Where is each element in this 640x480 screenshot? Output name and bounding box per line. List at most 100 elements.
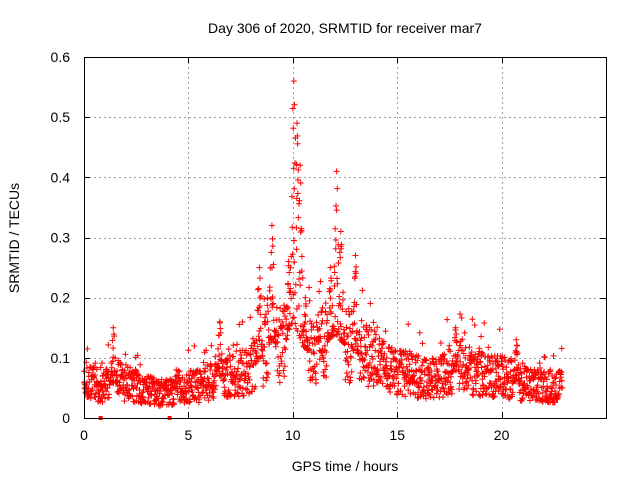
data-point (110, 331, 117, 338)
data-point (281, 344, 288, 351)
data-point (121, 367, 128, 374)
data-point (297, 179, 304, 186)
data-point (382, 358, 389, 365)
data-point (332, 236, 339, 243)
data-point (280, 367, 287, 374)
data-point (540, 383, 547, 390)
data-point (353, 263, 360, 270)
data-point (392, 356, 399, 363)
data-point (266, 341, 273, 348)
data-point (361, 356, 368, 363)
data-point (175, 367, 182, 374)
data-point (286, 269, 293, 276)
data-point (543, 376, 550, 383)
data-point (367, 300, 374, 307)
data-point (208, 362, 215, 369)
data-point (434, 368, 441, 375)
data-point (399, 391, 406, 398)
data-point (397, 360, 404, 367)
data-point (554, 395, 561, 402)
data-point (419, 362, 426, 369)
data-point (257, 293, 264, 300)
data-point (306, 358, 313, 365)
data-point (122, 351, 129, 358)
data-point (558, 377, 565, 384)
data-point (394, 368, 401, 375)
data-point (558, 345, 565, 352)
data-point (256, 302, 263, 309)
data-point (350, 308, 357, 315)
data-point (419, 368, 426, 375)
x-tick-label: 20 (494, 427, 510, 443)
data-point (156, 390, 163, 397)
data-point (282, 335, 289, 342)
data-point (291, 101, 298, 108)
data-point (279, 318, 286, 325)
data-point (277, 325, 284, 332)
data-point (219, 370, 226, 377)
data-point (440, 394, 447, 401)
data-point (288, 193, 295, 200)
data-point (551, 387, 558, 394)
data-point (279, 330, 286, 337)
data-point (217, 341, 224, 348)
data-point (315, 311, 322, 318)
data-point (485, 344, 492, 351)
data-point (110, 324, 117, 331)
data-point (559, 384, 566, 391)
data-point (291, 160, 298, 167)
data-point (269, 235, 276, 242)
data-point (394, 388, 401, 395)
data-point (295, 200, 302, 207)
data-point (200, 359, 207, 366)
data-point (479, 392, 486, 399)
data-point (270, 261, 277, 268)
data-point (457, 358, 464, 365)
data-point (541, 374, 548, 381)
data-point (466, 364, 473, 371)
data-point (300, 323, 307, 330)
y-tick-label: 0.2 (51, 290, 71, 306)
data-point (418, 377, 425, 384)
data-point (477, 359, 484, 366)
data-point (185, 347, 192, 354)
data-point (550, 352, 557, 359)
data-point (327, 295, 334, 302)
data-point (548, 390, 555, 397)
data-point (332, 245, 339, 252)
data-point (513, 336, 520, 343)
data-point (196, 396, 203, 403)
data-point (280, 322, 287, 329)
data-point (88, 365, 95, 372)
data-point (365, 383, 372, 390)
data-point (300, 332, 307, 339)
data-point (148, 392, 155, 399)
data-point (289, 251, 296, 258)
data-point (187, 398, 194, 405)
data-point (323, 362, 330, 369)
data-point (282, 346, 289, 353)
data-point (255, 333, 262, 340)
data-point (333, 275, 340, 282)
data-point (97, 364, 104, 371)
data-point (333, 168, 340, 175)
data-point (374, 324, 381, 331)
data-point (294, 327, 301, 334)
data-point (139, 394, 146, 401)
x-tick-label: 5 (185, 427, 193, 443)
data-point (493, 369, 500, 376)
data-point (199, 389, 206, 396)
data-point (447, 379, 454, 386)
data-point (378, 345, 385, 352)
data-point (398, 356, 405, 363)
data-point (197, 371, 204, 378)
data-point (235, 365, 242, 372)
data-point (99, 399, 106, 406)
data-point (274, 339, 281, 346)
data-point (309, 374, 316, 381)
data-point (423, 356, 430, 363)
data-point (483, 366, 490, 373)
data-point (481, 320, 488, 327)
data-point (221, 384, 228, 391)
